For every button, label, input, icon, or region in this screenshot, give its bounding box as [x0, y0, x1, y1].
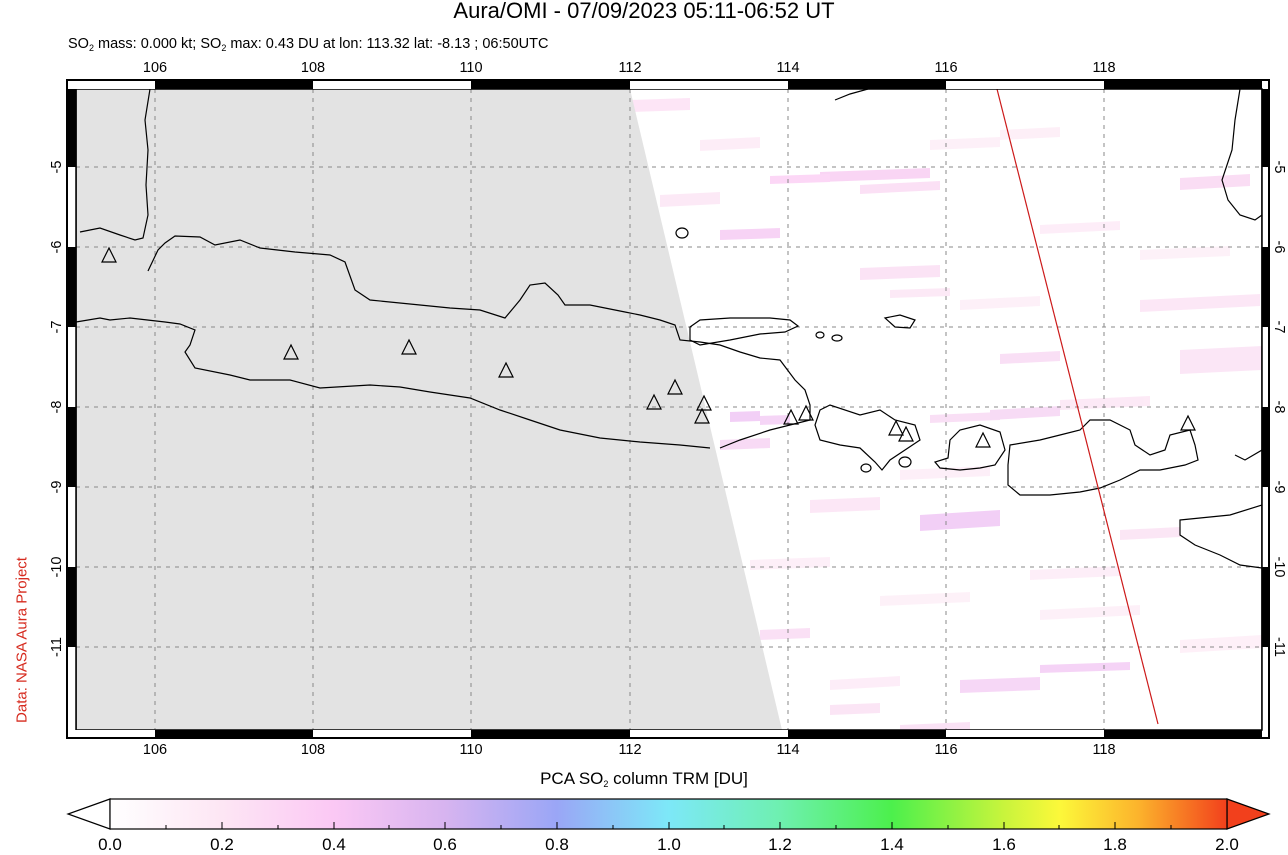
lat-tick-left: -6 [49, 240, 65, 254]
colorbar-over-arrow [1226, 798, 1271, 830]
orbit-track-line [996, 89, 1159, 725]
colorbar-tick: 0.2 [210, 835, 234, 854]
lat-tick-left: -11 [49, 637, 65, 657]
map-frame [66, 79, 1270, 739]
lon-tick-top: 110 [459, 60, 483, 76]
so2-swath [76, 89, 1262, 730]
lon-tick-bottom: 106 [142, 742, 168, 758]
colorbar-tick: 0.4 [322, 835, 346, 854]
colorbar-title-text: PCA SO [540, 769, 604, 788]
lon-tick-top: 106 [142, 60, 168, 76]
lat-tick-left: -7 [49, 320, 65, 334]
colorbar-under-arrow [66, 798, 111, 830]
subscript: 2 [88, 43, 94, 53]
subtitle-text: SO [68, 36, 89, 52]
lat-tick-left: -5 [49, 160, 65, 174]
lon-tick-bottom: 116 [934, 742, 958, 758]
lon-tick-bottom: 114 [776, 742, 800, 758]
lon-tick-bottom: 112 [618, 742, 642, 758]
lon-tick-bottom: 118 [1092, 742, 1116, 758]
lat-tick-right: -10 [1271, 556, 1287, 578]
lat-tick-left: -9 [49, 480, 65, 494]
lat-tick-right: -5 [1271, 160, 1287, 174]
chart-title: Aura/OMI - 07/09/2023 05:11-06:52 UT [453, 0, 835, 23]
colorbar-tick: 1.0 [657, 835, 681, 854]
colorbar-tick: 2.0 [1215, 835, 1239, 854]
colorbar-tick: 0.0 [98, 835, 122, 854]
lon-tick-top: 114 [776, 60, 800, 76]
subscript: 2 [603, 779, 609, 789]
lat-tick-right: -9 [1271, 480, 1287, 494]
lat-tick-right: -6 [1271, 240, 1287, 254]
lat-tick-right: -11 [1271, 637, 1287, 657]
colorbar [66, 798, 1271, 830]
lon-tick-bottom: 108 [300, 742, 326, 758]
colorbar-title-text: column TRM [DU] [608, 769, 748, 788]
so2-mass-text: mass: 0.000 kt; [93, 36, 201, 52]
colorbar-tick: 1.8 [1103, 835, 1127, 854]
coastlines [76, 89, 1262, 569]
so2-max-text: max: 0.43 DU at lon: 113.32 lat: -8.13 ;… [226, 36, 549, 52]
chart-subtitle: SO2 mass: 0.000 kt; SO2 max: 0.43 DU at … [68, 36, 548, 53]
subscript: 2 [221, 43, 227, 53]
lon-tick-top: 118 [1092, 60, 1116, 76]
subtitle-text: SO [200, 36, 222, 52]
lon-tick-bottom: 110 [459, 742, 483, 758]
lat-tick-left: -10 [49, 556, 65, 578]
no-data-region [76, 89, 782, 730]
colorbar-tick: 0.6 [433, 835, 457, 854]
lon-tick-top: 112 [618, 60, 642, 76]
colorbar-tick: 1.2 [768, 835, 792, 854]
volcano-markers [101, 246, 1196, 448]
colorbar-title: PCA SO2 column TRM [DU] [0, 769, 1288, 789]
lat-tick-left: -8 [49, 400, 65, 414]
gridlines [76, 89, 1262, 730]
lat-tick-right: -8 [1271, 400, 1287, 414]
colorbar-tick: 1.6 [992, 835, 1016, 854]
colorbar-tick: 0.8 [545, 835, 569, 854]
colorbar-tick: 1.4 [880, 835, 904, 854]
lat-tick-right: -7 [1271, 320, 1287, 334]
lon-tick-top: 116 [934, 60, 958, 76]
lon-tick-top: 108 [300, 60, 326, 76]
